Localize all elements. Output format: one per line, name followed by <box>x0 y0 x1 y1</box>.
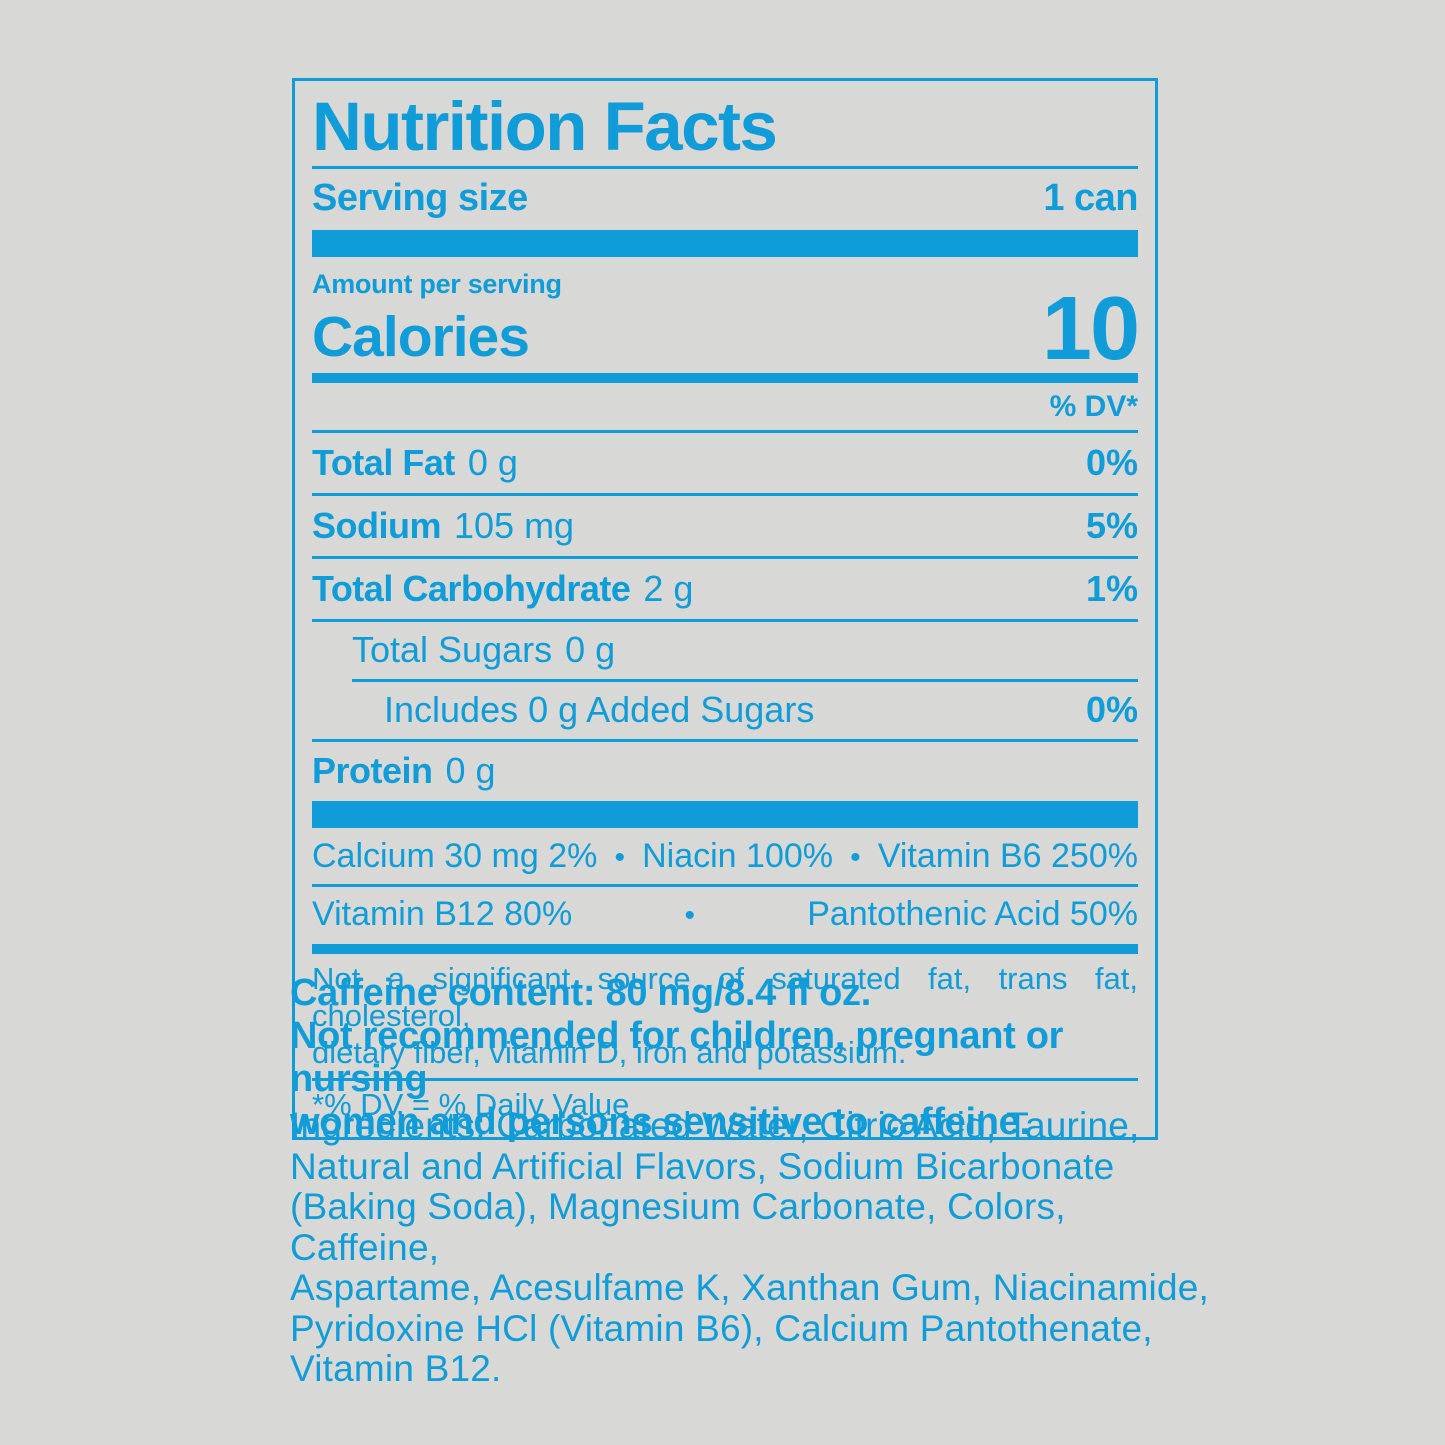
nutrient-dv: 5% <box>1085 505 1138 546</box>
ingredients-line: Natural and Artificial Flavors, Sodium B… <box>290 1145 1115 1187</box>
caffeine-warning-text: Caffeine content: 80 mg/8.4 fl oz. Not r… <box>290 972 1190 1144</box>
nutrient-cell: Total Sugars 0 g <box>352 629 615 671</box>
thick-separator-bar <box>312 230 1138 257</box>
daily-value-footnote: *% DV = % Daily Value <box>312 1087 630 1122</box>
nutrient-row-protein: Protein 0 g <box>312 742 1138 801</box>
medium-separator-bar <box>312 944 1138 954</box>
calories-value: 10 <box>1041 279 1140 379</box>
note-line: Not a significant source of saturated fa… <box>312 961 1138 1033</box>
micronutrient-item: Pantothenic Acid 50% <box>807 895 1138 933</box>
nutrient-row-total-carbohydrate: Total Carbohydrate 2 g 1% <box>312 559 1138 622</box>
ingredients-line: Ingredients: Carbonated Water, Citric Ac… <box>290 1105 1140 1146</box>
nutrient-amount: 0 g <box>467 442 518 483</box>
nutrient-dv: 0% <box>1085 442 1138 483</box>
nutrient-amount: 105 mg <box>454 505 575 546</box>
serving-size-row: Serving size 1 can <box>312 169 1138 230</box>
micronutrients-row-2: Vitamin B12 80% • Pantothenic Acid 50% <box>312 887 1138 944</box>
nutrient-cell: Total Carbohydrate 2 g <box>312 568 693 610</box>
nutrient-name: Sodium <box>312 505 442 546</box>
calories-label: Calories <box>312 305 530 369</box>
thick-separator-bar <box>312 801 1138 828</box>
serving-size-value: 1 can <box>1043 177 1138 219</box>
ingredients-text: Ingredients: Carbonated Water, Citric Ac… <box>290 1105 1210 1390</box>
medium-separator-bar <box>312 373 1138 383</box>
nutrient-name: Total Fat <box>312 442 455 483</box>
micronutrients-row-1: Calcium 30 mg 2% • Niacin 100% • Vitamin… <box>312 828 1138 887</box>
nutrient-amount: 2 g <box>643 568 694 609</box>
nutrient-name: Total Carbohydrate <box>312 568 631 609</box>
nutrient-cell: Sodium 105 mg <box>312 505 574 547</box>
divider <box>312 166 1138 169</box>
nutrient-amount: 0 g <box>565 629 616 670</box>
calories-block: Amount per serving Calories 10 <box>312 257 1140 374</box>
amount-per-serving-label: Amount per serving <box>312 269 562 299</box>
ingredients-line: (Baking Soda), Magnesium Carbonate, Colo… <box>290 1186 1066 1268</box>
nutrient-amount: 0 g <box>445 750 496 791</box>
nutrition-facts-panel: Nutrition Facts Serving size 1 can Amoun… <box>292 78 1158 1140</box>
nutrient-cell: Total Fat 0 g <box>312 442 518 484</box>
nutrient-cell: Protein 0 g <box>312 750 496 792</box>
caffeine-line: women and persons sensitive to caffeine. <box>290 1101 1030 1143</box>
nutrient-name: Protein <box>312 750 433 791</box>
nutrient-name: Total Sugars <box>352 629 553 670</box>
micronutrient-item: Calcium 30 mg 2% <box>312 837 598 875</box>
not-significant-source-note: Not a significant source of saturated fa… <box>312 954 1138 1081</box>
nutrient-row-sodium: Sodium 105 mg 5% <box>312 496 1138 559</box>
panel-title: Nutrition Facts <box>312 88 778 165</box>
micronutrient-item: Vitamin B6 250% <box>877 837 1138 875</box>
micronutrient-item: Niacin 100% <box>642 837 833 875</box>
nutrient-row-total-fat: Total Fat 0 g 0% <box>312 433 1138 496</box>
daily-value-header: % DV* <box>312 383 1138 433</box>
ingredients-line: Pyridoxine HCl (Vitamin B6), Calcium Pan… <box>290 1307 1153 1349</box>
nutrient-name: Includes 0 g Added Sugars <box>384 689 815 730</box>
nutrient-row-total-sugars: Total Sugars 0 g <box>352 622 1138 682</box>
nutrient-cell: Includes 0 g Added Sugars <box>312 689 814 731</box>
caffeine-line: Not recommended for children, pregnant o… <box>290 1015 1064 1100</box>
bullet-separator: • <box>614 841 625 874</box>
caffeine-line: Caffeine content: 80 mg/8.4 fl oz. <box>290 972 872 1014</box>
micronutrient-item: Vitamin B12 80% <box>312 895 573 933</box>
bullet-separator: • <box>684 899 695 932</box>
nutrient-row-added-sugars: Includes 0 g Added Sugars 0% <box>312 682 1138 742</box>
note-line: dietary fiber, vitamin D, iron and potas… <box>312 1035 907 1070</box>
ingredients-line: Vitamin B12. <box>290 1348 502 1389</box>
nutrient-dv: 1% <box>1085 568 1138 609</box>
ingredients-line: Aspartame, Acesulfame K, Xanthan Gum, Ni… <box>290 1267 1209 1308</box>
nutrient-dv: 0% <box>1085 689 1138 730</box>
bullet-separator: • <box>850 841 861 874</box>
serving-size-label: Serving size <box>312 177 528 219</box>
